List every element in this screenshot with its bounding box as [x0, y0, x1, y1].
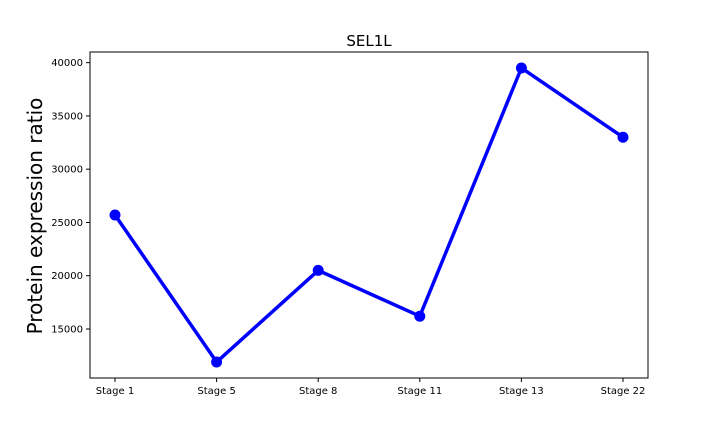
chart-title: SEL1L	[346, 32, 392, 50]
x-tick-label: Stage 8	[299, 386, 337, 397]
y-tick-label: 40000	[51, 58, 83, 69]
series-layer	[109, 62, 629, 368]
y-axis-label: Protein expression ratio	[23, 98, 47, 335]
y-tick-label: 35000	[51, 111, 83, 122]
x-tick-label: Stage 5	[197, 386, 235, 397]
x-axis: Stage 1 Stage 5 Stage 8 Stage 11 Stage 13 Sta…	[96, 378, 646, 397]
y-tick-label: 20000	[51, 271, 83, 282]
plot-frame	[89, 51, 649, 379]
x-tick-label: Stage 1	[96, 386, 134, 397]
x-tick-label: Stage 13	[499, 386, 544, 397]
series-line	[113, 66, 624, 364]
data-point	[414, 310, 426, 322]
y-tick-label: 30000	[51, 165, 83, 176]
data-point	[109, 209, 121, 221]
y-tick-label: 25000	[51, 218, 83, 229]
y-axis: 15000 20000 25000 30000 35000 40000	[51, 58, 90, 335]
data-point	[617, 131, 629, 143]
x-tick-label: Stage 11	[397, 386, 442, 397]
x-tick-label: Stage 22	[601, 386, 646, 397]
data-point	[312, 264, 324, 276]
data-point	[515, 62, 527, 74]
y-tick-label: 15000	[51, 324, 83, 335]
data-point	[211, 356, 223, 368]
